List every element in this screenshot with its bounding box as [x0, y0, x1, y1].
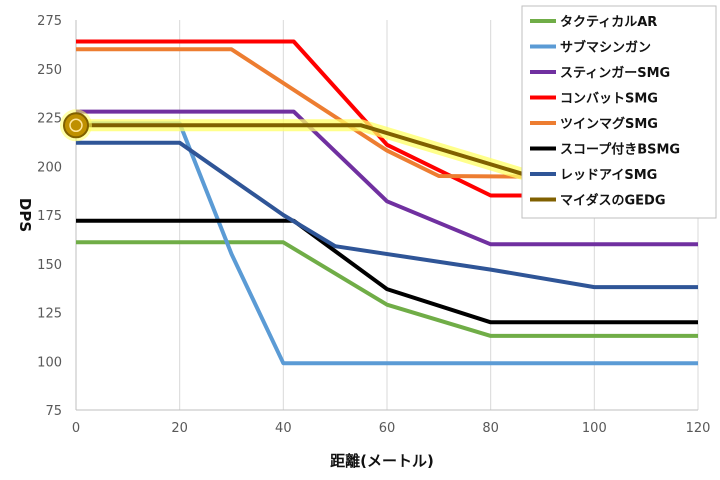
series-line-5: [76, 218, 698, 325]
series-line-2: [76, 109, 698, 247]
series-line-6: [76, 140, 698, 290]
legend-label-0: タクティカルAR: [560, 15, 657, 30]
y-tick-label-4: 175: [37, 209, 62, 224]
legend-box: [521, 5, 717, 219]
y-tick-label-3: 150: [37, 258, 62, 273]
y-tick-label-1: 100: [37, 355, 62, 370]
y-axis-title: DPS: [16, 198, 34, 232]
legend-label-3: コンバットSMG: [560, 92, 658, 107]
x-axis-title: 距離(メートル): [330, 452, 434, 470]
x-tick-label-0: 0: [72, 421, 80, 436]
highlight-marker-badge: [63, 112, 89, 139]
highlight-marker-emblem: [69, 118, 83, 133]
y-tick-label-2: 125: [37, 307, 62, 322]
x-tick-label-4: 80: [482, 421, 499, 436]
legend-label-4: ツインマグSMG: [560, 116, 658, 132]
legend-label-7: マイダスのGEDG: [560, 193, 666, 209]
x-tick-label-2: 40: [275, 421, 292, 436]
series-line-0: [76, 240, 698, 338]
legend-label-1: サブマシンガン: [560, 40, 651, 56]
x-tick-label-6: 120: [686, 421, 711, 436]
x-tick-label-1: 20: [171, 421, 188, 436]
y-tick-label-0: 75: [45, 404, 62, 419]
y-tick-label-6: 225: [37, 112, 62, 127]
x-tick-label-5: 100: [582, 421, 607, 436]
y-tick-label-8: 275: [37, 14, 62, 29]
legend-label-6: レッドアイSMG: [560, 168, 657, 183]
y-tick-label-5: 200: [37, 160, 62, 175]
x-tick-label-3: 60: [379, 421, 396, 436]
legend-label-5: スコープ付きBSMG: [560, 142, 680, 158]
y-tick-label-7: 250: [37, 63, 62, 78]
legend-label-2: スティンガーSMG: [560, 66, 670, 81]
